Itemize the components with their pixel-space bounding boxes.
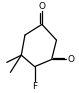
- Text: F: F: [32, 82, 37, 91]
- Text: O: O: [67, 55, 74, 64]
- Text: O: O: [38, 2, 45, 11]
